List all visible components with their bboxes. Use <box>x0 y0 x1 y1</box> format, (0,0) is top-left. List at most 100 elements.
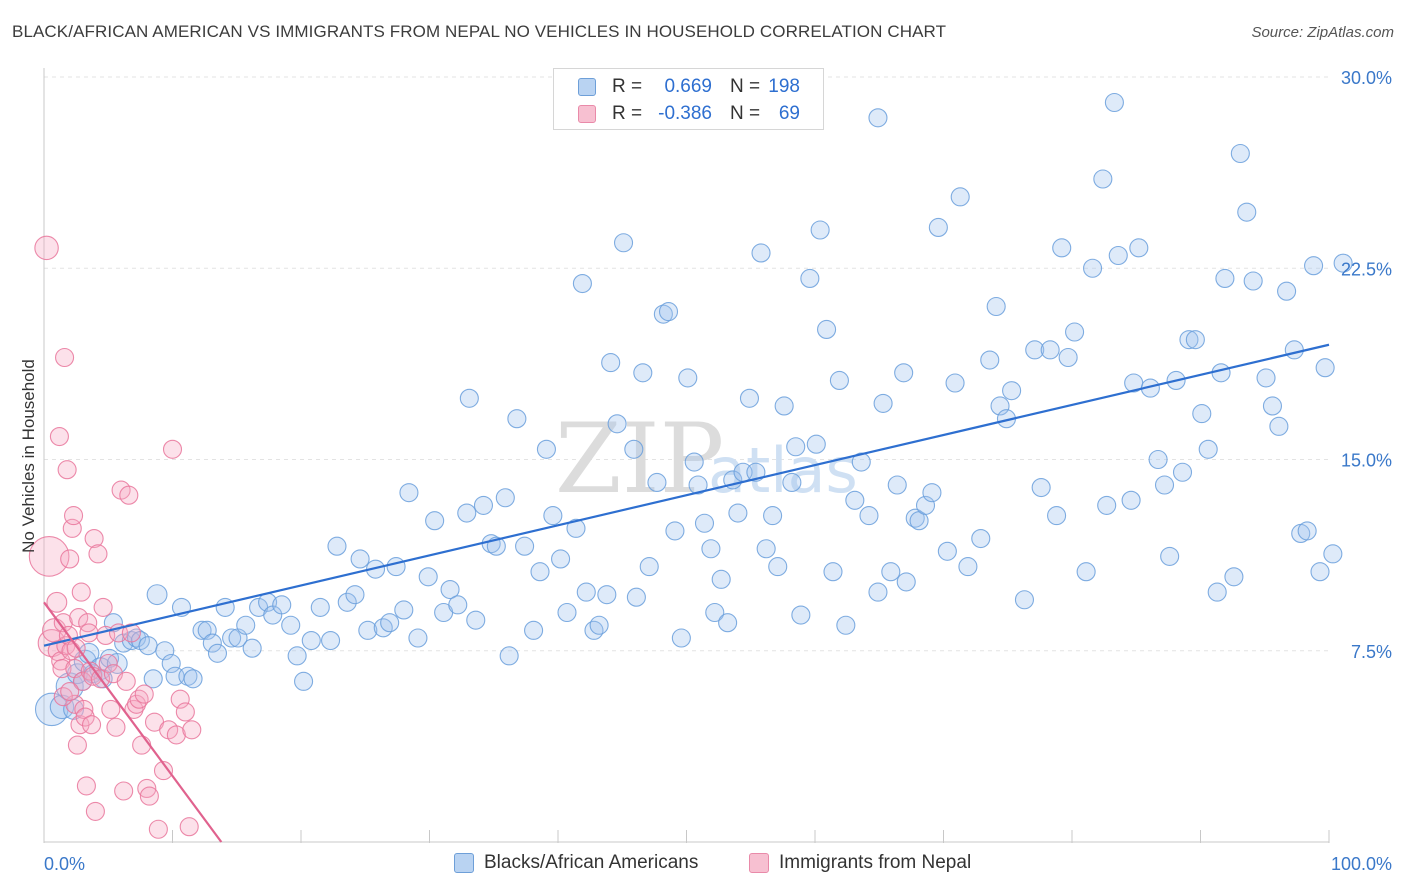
data-point-blacks <box>836 615 856 635</box>
data-point-blacks <box>373 618 393 638</box>
data-point-blacks <box>589 615 609 635</box>
data-point-blacks <box>1207 582 1227 602</box>
data-point-blacks <box>584 620 604 640</box>
data-point-blacks <box>1025 340 1045 360</box>
stats-swatch-blacks <box>578 78 596 96</box>
data-point-nepal <box>64 506 84 526</box>
data-point-nepal <box>84 528 104 549</box>
data-point-nepal <box>46 591 68 613</box>
data-point-blacks <box>143 669 163 689</box>
data-point-nepal <box>170 689 190 709</box>
data-point-blacks <box>684 452 704 472</box>
data-point-blacks <box>937 541 957 561</box>
data-point-blacks <box>1040 340 1060 360</box>
data-point-blacks <box>1185 330 1205 350</box>
data-point-blacks <box>294 671 314 691</box>
data-point-blacks <box>1093 169 1113 189</box>
data-point-blacks <box>768 557 788 577</box>
data-point-blacks <box>380 613 400 633</box>
data-point-blacks <box>202 633 222 653</box>
data-point-blacks <box>1154 475 1175 495</box>
data-point-blacks <box>543 506 563 526</box>
data-point-nepal <box>76 776 96 796</box>
data-point-blacks <box>138 636 158 656</box>
data-point-blacks <box>1129 238 1149 258</box>
data-point-blacks <box>806 434 826 454</box>
data-point-blacks <box>829 370 849 391</box>
y-tick-label-1: 15.0% <box>1341 451 1392 471</box>
data-point-nepal <box>114 781 134 801</box>
data-point-nepal <box>60 549 80 569</box>
data-point-nepal <box>74 699 94 719</box>
data-point-blacks <box>1160 546 1180 566</box>
data-point-blacks <box>1237 202 1257 222</box>
data-point-blacks <box>1224 567 1244 587</box>
data-point-blacks <box>440 579 460 600</box>
stats-r-label: R = <box>612 76 643 97</box>
data-point-blacks <box>281 615 301 635</box>
data-point-blacks <box>197 620 217 640</box>
stats-swatch-nepal <box>578 105 596 123</box>
data-point-nepal <box>134 684 154 704</box>
data-point-blacks <box>473 495 494 515</box>
data-point-blacks <box>671 628 691 648</box>
data-point-blacks <box>551 549 571 569</box>
data-point-blacks <box>566 518 586 538</box>
data-point-blacks <box>1097 495 1117 515</box>
legend-swatch-nepal <box>749 853 769 873</box>
data-point-blacks <box>791 605 811 625</box>
stats-n-label: N = <box>730 103 761 124</box>
data-point-blacks <box>178 666 198 686</box>
data-point-blacks <box>1076 562 1096 582</box>
stats-legend: R = 0.669 N = 198 R = -0.386 N = 69 <box>553 68 824 130</box>
data-point-blacks <box>146 584 168 606</box>
data-point-blacks <box>678 368 698 388</box>
trend-lines <box>43 343 1330 843</box>
data-point-blacks <box>499 646 519 666</box>
data-point-blacks <box>536 439 556 459</box>
data-point-blacks <box>665 521 685 541</box>
data-point-blacks <box>845 490 865 510</box>
stats-row-blacks: R = 0.669 N = 198 <box>554 73 823 101</box>
data-point-blacks <box>1058 347 1078 368</box>
legend-swatch-blacks <box>454 853 474 873</box>
legend-item-nepal[interactable]: Immigrants from Nepal <box>749 852 971 874</box>
data-point-blacks <box>751 243 771 263</box>
data-point-blacks <box>287 646 307 666</box>
data-point-blacks <box>1047 506 1067 526</box>
data-point-blacks <box>896 572 916 592</box>
data-point-blacks <box>688 475 708 495</box>
data-point-blacks <box>613 233 634 253</box>
data-point-blacks <box>457 503 477 523</box>
data-point-blacks <box>242 638 262 658</box>
y-tick-label-3: 30.0% <box>1341 68 1392 88</box>
stats-r-label: R = <box>612 103 643 124</box>
data-point-blacks <box>272 595 292 615</box>
data-point-nepal <box>124 699 144 719</box>
data-point-nepal <box>137 778 157 799</box>
data-point-nepal <box>67 735 87 755</box>
data-point-blacks <box>873 393 893 413</box>
data-point-blacks <box>350 549 370 569</box>
data-point-nepal <box>116 671 136 691</box>
data-point-blacks <box>1121 490 1141 510</box>
data-point-nepal <box>162 439 183 459</box>
data-point-blacks <box>192 620 212 640</box>
data-point-nepal <box>53 613 73 633</box>
data-point-blacks <box>524 620 544 640</box>
stats-n-value-blacks: 198 <box>768 76 800 97</box>
data-point-blacks <box>337 592 357 612</box>
data-point-nepal <box>166 725 186 745</box>
series-blacks-points <box>34 92 1353 727</box>
legend-item-blacks[interactable]: Blacks/African Americans <box>454 852 698 874</box>
data-point-blacks <box>711 569 731 589</box>
data-point-nepal <box>71 582 91 602</box>
data-point-blacks <box>557 602 577 623</box>
data-point-blacks <box>624 439 644 459</box>
data-point-blacks <box>1104 92 1124 113</box>
data-point-nepal <box>179 817 199 837</box>
data-point-blacks <box>823 562 843 582</box>
data-point-blacks <box>1192 404 1212 424</box>
data-point-blacks <box>728 503 748 523</box>
data-point-blacks <box>653 304 673 324</box>
